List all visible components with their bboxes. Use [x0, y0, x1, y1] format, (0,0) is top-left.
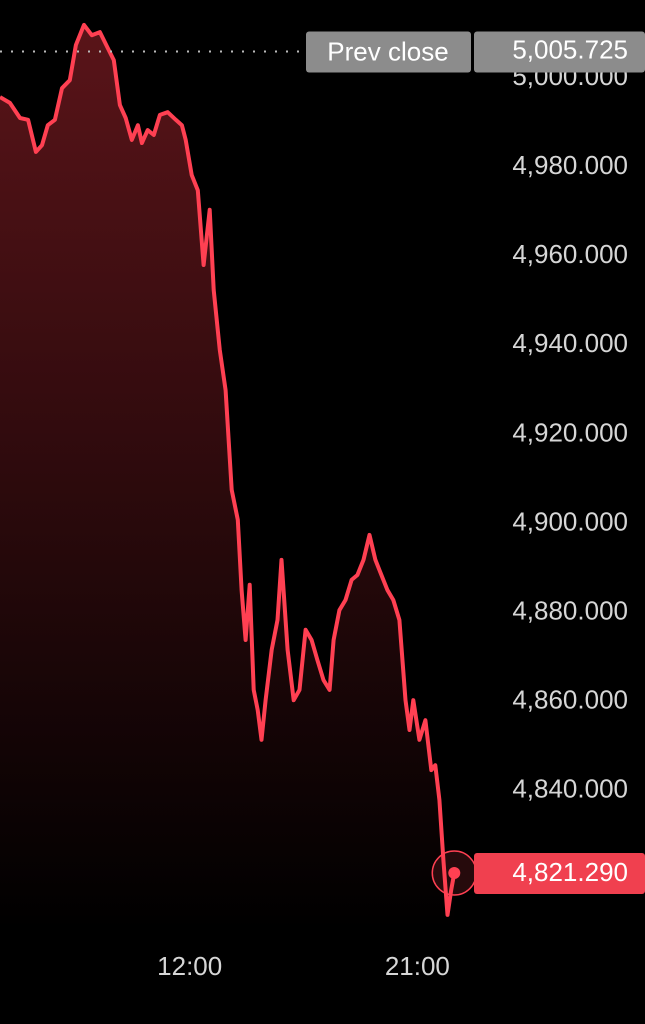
last-value-badge [474, 853, 645, 895]
x-tick-label: 12:00 [157, 951, 222, 981]
y-tick-label: 4,920.000 [512, 417, 628, 447]
y-tick-label: 4,980.000 [512, 150, 628, 180]
area [0, 24, 455, 930]
y-tick-label: 4,940.000 [512, 328, 628, 358]
x-tick-label: 21:00 [385, 951, 450, 981]
last-dot [448, 867, 461, 880]
y-tick-label: 4,880.000 [512, 595, 628, 625]
y-tick-label: 4,900.000 [512, 506, 628, 536]
y-tick-label: 4,960.000 [512, 239, 628, 269]
y-tick-label: 4,840.000 [512, 774, 628, 804]
last-value-label: 4,821.290 [512, 857, 628, 887]
prev-close-value-box [474, 31, 645, 73]
prev-close-box [306, 31, 471, 73]
prev-close-label: Prev close [327, 36, 448, 66]
price-line [0, 22, 457, 917]
prev-close-value: 5,005.725 [512, 34, 628, 64]
y-tick-label: 4,860.000 [512, 684, 628, 714]
